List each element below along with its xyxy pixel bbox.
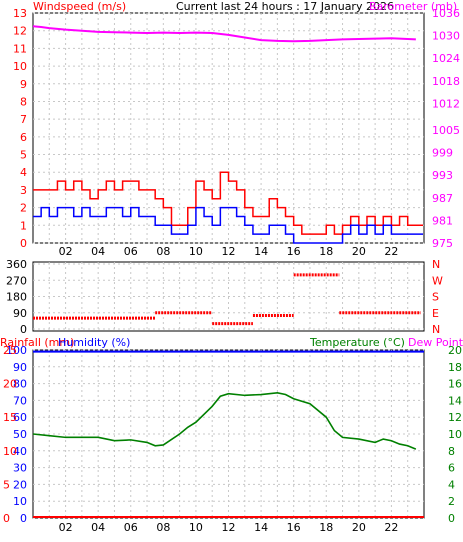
x-tick-label-p3: 02: [59, 521, 73, 534]
direction-tick-label: 180: [6, 291, 27, 304]
humidity-tick-label: 90: [13, 361, 27, 374]
windspeed-tick-label: 4: [20, 166, 27, 179]
barometer-tick-label: 1036: [432, 7, 460, 20]
barometer-tick-label: 999: [432, 147, 453, 160]
compass-tick-label: E: [432, 307, 439, 320]
x-tick-label-p1: 04: [91, 245, 105, 258]
x-tick-label-p3: 22: [384, 521, 398, 534]
humidity-tick-label: 80: [13, 378, 27, 391]
windspeed-tick-label: 13: [13, 7, 27, 20]
humidity-tick-label: 50: [13, 428, 27, 441]
humidity-tick-label: 40: [13, 445, 27, 458]
humidity-tick-label: 100: [6, 344, 27, 357]
x-tick-label-p1: 18: [319, 245, 333, 258]
direction-tick-label: 0: [20, 323, 27, 336]
wind-average-series-line: [33, 206, 423, 244]
windspeed-tick-label: 11: [13, 42, 27, 55]
x-tick-label-p1: 16: [287, 245, 301, 258]
x-tick-label-p1: 22: [384, 245, 398, 258]
compass-tick-label: W: [432, 274, 443, 287]
temperature-tick-label: 2: [448, 495, 455, 508]
rainfall-tick-label: 5: [3, 478, 10, 491]
humidity-tick-label: 30: [13, 462, 27, 475]
humidity-axis-title: Humidity (%): [58, 336, 130, 349]
x-tick-label-p3: 14: [254, 521, 268, 534]
windspeed-tick-label: 10: [13, 60, 27, 73]
temperature-series-line: [32, 392, 417, 450]
direction-tick-label: 90: [13, 307, 27, 320]
windspeed-tick-label: 12: [13, 25, 27, 38]
windspeed-tick-label: 3: [20, 184, 27, 197]
temperature-tick-label: 10: [448, 428, 462, 441]
humidity-tick-label: 0: [20, 512, 27, 525]
barometer-tick-label: 1012: [432, 97, 460, 110]
windspeed-tick-label: 7: [20, 113, 27, 126]
temperature-tick-label: 12: [448, 411, 462, 424]
rainfall-tick-label: 25: [3, 344, 17, 357]
barometer-tick-label: 975: [432, 237, 453, 250]
rainfall-axis-title: Rainfall (mm): [0, 336, 74, 349]
x-tick-label-p1: 06: [124, 245, 138, 258]
barometer-tick-label: 1018: [432, 75, 460, 88]
barometer-tick-label: 1005: [432, 124, 460, 137]
humidity-tick-label: 10: [13, 495, 27, 508]
x-tick-label-p3: 04: [91, 521, 105, 534]
temperature-tick-label: 0: [448, 512, 455, 525]
x-tick-label-p3: 08: [156, 521, 170, 534]
barometer-series-line: [32, 25, 416, 43]
temperature-tick-label: 8: [448, 445, 455, 458]
rainfall-tick-label: 20: [3, 378, 17, 391]
chart-title: Current last 24 hours : 17 January 2026: [176, 0, 394, 13]
direction-tick-label: 360: [6, 258, 27, 271]
humidity-tick-label: 60: [13, 411, 27, 424]
x-tick-label-p1: 12: [222, 245, 236, 258]
x-tick-label-p3: 16: [287, 521, 301, 534]
humidity-tick-label: 70: [13, 394, 27, 407]
x-tick-label-p1: 14: [254, 245, 268, 258]
humidity-tick-label: 20: [13, 478, 27, 491]
compass-tick-label: N: [432, 323, 440, 336]
temperature-tick-label: 6: [448, 462, 455, 475]
windspeed-tick-label: 1: [20, 219, 27, 232]
x-tick-label-p3: 20: [352, 521, 366, 534]
windspeed-axis-title: Windspeed (m/s): [33, 0, 126, 13]
temperature-tick-label: 20: [448, 344, 462, 357]
barometer-tick-label: 1024: [432, 52, 460, 65]
x-tick-label-p3: 12: [222, 521, 236, 534]
rainfall-tick-label: 15: [3, 411, 17, 424]
barometer-tick-label: 1030: [432, 30, 460, 43]
x-tick-label-p1: 10: [189, 245, 203, 258]
compass-tick-label: S: [432, 291, 439, 304]
x-tick-label-p1: 02: [59, 245, 73, 258]
temperature-tick-label: 4: [448, 478, 455, 491]
barometer-tick-label: 993: [432, 169, 453, 182]
direction-tick-label: 270: [6, 274, 27, 287]
temperature-tick-label: 14: [448, 394, 462, 407]
compass-tick-label: N: [432, 258, 440, 271]
windspeed-tick-label: 0: [20, 237, 27, 250]
barometer-axis-title: Barometer (mb): [369, 0, 457, 13]
rainfall-tick-label: 0: [3, 512, 10, 525]
x-tick-label-p1: 20: [352, 245, 366, 258]
temperature-tick-label: 18: [448, 361, 462, 374]
windspeed-tick-label: 2: [20, 202, 27, 215]
rainfall-tick-label: 10: [3, 445, 17, 458]
barometer-tick-label: 981: [432, 214, 453, 227]
windspeed-tick-label: 6: [20, 131, 27, 144]
windspeed-tick-label: 8: [20, 95, 27, 108]
wind-gust-series-line: [33, 171, 423, 235]
x-tick-label-p3: 10: [189, 521, 203, 534]
temperature-axis-title: Temperature (°C): [309, 336, 405, 349]
dewpoint-axis-title: Dew Point: [408, 336, 463, 349]
windspeed-tick-label: 9: [20, 78, 27, 91]
temperature-tick-label: 16: [448, 378, 462, 391]
x-tick-label-p3: 06: [124, 521, 138, 534]
barometer-tick-label: 987: [432, 192, 453, 205]
x-tick-label-p3: 18: [319, 521, 333, 534]
x-tick-label-p1: 08: [156, 245, 170, 258]
windspeed-tick-label: 5: [20, 149, 27, 162]
